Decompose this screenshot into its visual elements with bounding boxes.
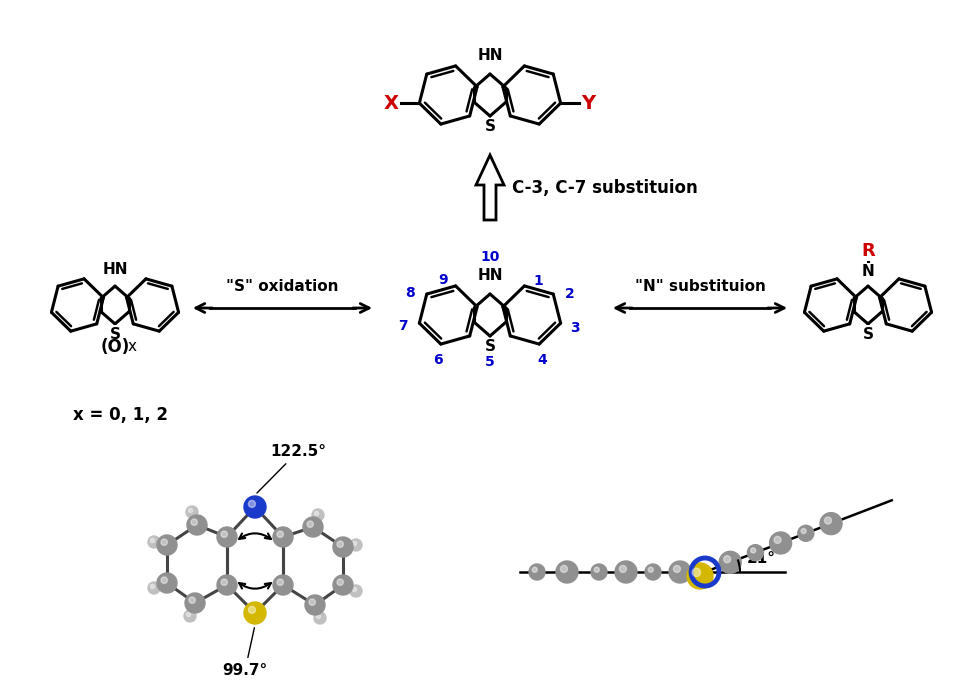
- Circle shape: [801, 529, 807, 534]
- Circle shape: [184, 610, 196, 622]
- Circle shape: [645, 564, 661, 580]
- Text: 9: 9: [438, 273, 448, 287]
- Text: 2: 2: [565, 287, 575, 301]
- Text: 122.5°: 122.5°: [257, 444, 326, 493]
- Circle shape: [529, 564, 545, 580]
- Circle shape: [244, 496, 266, 518]
- Circle shape: [353, 588, 357, 592]
- Polygon shape: [476, 155, 504, 220]
- Circle shape: [337, 579, 343, 586]
- Circle shape: [532, 567, 537, 572]
- Circle shape: [820, 513, 842, 534]
- Text: 6: 6: [433, 353, 443, 367]
- Circle shape: [315, 511, 318, 516]
- Circle shape: [277, 579, 283, 586]
- Circle shape: [687, 563, 713, 589]
- Circle shape: [748, 545, 763, 561]
- Circle shape: [594, 567, 600, 572]
- Text: "N" substituion: "N" substituion: [635, 279, 765, 294]
- Circle shape: [221, 531, 227, 537]
- Text: 21°: 21°: [747, 551, 776, 566]
- Circle shape: [615, 561, 637, 583]
- Text: "S" oxidation: "S" oxidation: [226, 279, 339, 294]
- Text: R: R: [861, 243, 875, 261]
- Circle shape: [669, 561, 691, 583]
- Text: 4: 4: [537, 353, 547, 367]
- Circle shape: [161, 539, 168, 545]
- Circle shape: [774, 536, 781, 543]
- Circle shape: [317, 615, 320, 619]
- Circle shape: [673, 565, 680, 572]
- Circle shape: [303, 517, 323, 537]
- Circle shape: [217, 575, 237, 595]
- Circle shape: [314, 612, 326, 624]
- Text: x: x: [127, 340, 136, 354]
- Circle shape: [191, 519, 197, 525]
- Circle shape: [157, 573, 177, 593]
- Text: X: X: [383, 94, 398, 113]
- Circle shape: [148, 536, 160, 548]
- Circle shape: [648, 567, 654, 572]
- Circle shape: [221, 579, 227, 586]
- Circle shape: [723, 556, 731, 563]
- Circle shape: [337, 541, 343, 547]
- Circle shape: [244, 602, 266, 624]
- Circle shape: [277, 531, 283, 537]
- Circle shape: [217, 527, 237, 547]
- Circle shape: [333, 575, 353, 595]
- Text: N: N: [861, 264, 874, 279]
- Text: 5: 5: [485, 356, 495, 369]
- Text: 7: 7: [398, 319, 408, 333]
- Circle shape: [309, 599, 316, 606]
- Circle shape: [188, 509, 193, 513]
- Circle shape: [353, 541, 357, 545]
- Text: x = 0, 1, 2: x = 0, 1, 2: [73, 406, 168, 424]
- Circle shape: [150, 584, 155, 588]
- Circle shape: [719, 552, 741, 573]
- Circle shape: [150, 538, 155, 543]
- Circle shape: [692, 568, 701, 577]
- Circle shape: [189, 597, 195, 604]
- Circle shape: [619, 565, 626, 572]
- Text: S: S: [484, 119, 496, 134]
- Circle shape: [273, 527, 293, 547]
- Circle shape: [186, 506, 198, 518]
- Circle shape: [148, 582, 160, 594]
- Circle shape: [305, 595, 325, 615]
- Text: Y: Y: [582, 94, 596, 113]
- Circle shape: [161, 577, 168, 584]
- Circle shape: [307, 521, 314, 527]
- Circle shape: [187, 515, 207, 535]
- Text: S: S: [862, 326, 873, 342]
- Text: 3: 3: [569, 321, 579, 335]
- Text: HN: HN: [477, 49, 503, 64]
- Circle shape: [751, 548, 756, 553]
- Text: 1: 1: [533, 274, 543, 288]
- Circle shape: [185, 593, 205, 613]
- Text: S: S: [110, 326, 121, 342]
- Text: S: S: [484, 339, 496, 354]
- Circle shape: [769, 532, 792, 554]
- Circle shape: [186, 613, 190, 617]
- Text: 10: 10: [480, 250, 500, 264]
- Circle shape: [333, 537, 353, 557]
- Circle shape: [248, 500, 256, 507]
- Circle shape: [556, 561, 578, 583]
- Text: 99.7°: 99.7°: [222, 628, 268, 678]
- Text: (O): (O): [100, 338, 129, 356]
- Text: HN: HN: [102, 262, 127, 277]
- Circle shape: [350, 539, 362, 551]
- Circle shape: [312, 509, 324, 521]
- Circle shape: [248, 606, 256, 613]
- Text: HN: HN: [477, 268, 503, 283]
- Text: 8: 8: [405, 286, 415, 299]
- Circle shape: [350, 585, 362, 597]
- Circle shape: [824, 517, 831, 524]
- Circle shape: [591, 564, 607, 580]
- Circle shape: [157, 535, 177, 555]
- Text: C-3, C-7 substituion: C-3, C-7 substituion: [512, 179, 698, 197]
- Circle shape: [561, 565, 567, 572]
- Circle shape: [798, 525, 813, 541]
- Circle shape: [273, 575, 293, 595]
